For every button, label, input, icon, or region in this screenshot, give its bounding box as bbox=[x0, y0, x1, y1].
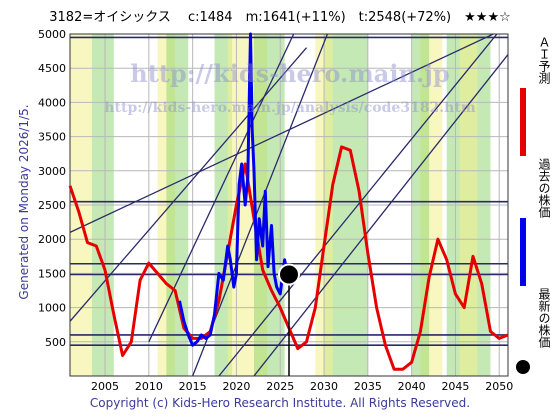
x-tick-label: 2030 bbox=[310, 380, 338, 393]
legend-latest-price-dot-icon bbox=[516, 360, 530, 374]
trend-line bbox=[70, 47, 308, 322]
legend-latest-price-label: 最新の株価 bbox=[537, 288, 551, 348]
x-tick-label: 2015 bbox=[179, 380, 207, 393]
y-tick-label: 2500 bbox=[38, 199, 66, 212]
x-tick-label: 2020 bbox=[222, 380, 250, 393]
x-tick-label: 2010 bbox=[135, 380, 163, 393]
x-tick-label: 2050 bbox=[485, 380, 513, 393]
y-tick-label: 5000 bbox=[38, 28, 66, 41]
y-tick-label: 4000 bbox=[38, 96, 66, 109]
legend-past-price-label: 過去の株価 bbox=[537, 158, 551, 218]
watermark-analysis-url: http://kids-hero.main.jp/analysis/code31… bbox=[104, 100, 475, 116]
x-tick-label: 2005 bbox=[91, 380, 119, 393]
watermark-url: http://kids-hero.main.jp bbox=[130, 59, 449, 88]
legend-ai-forecast-label: ＡＩ予測 bbox=[537, 36, 551, 84]
trend-line bbox=[218, 34, 498, 376]
y-tick-label: 1500 bbox=[38, 267, 66, 280]
copyright-footer: Copyright (c) Kids-Hero Research Institu… bbox=[89, 396, 471, 410]
past-price-line bbox=[178, 32, 290, 347]
trend-line bbox=[148, 34, 295, 343]
trend-line bbox=[253, 54, 508, 376]
legend-ai-forecast-swatch bbox=[520, 88, 526, 156]
trend-line bbox=[192, 34, 329, 376]
x-tick-label: 2035 bbox=[354, 380, 382, 393]
y-tick-label: 500 bbox=[45, 336, 66, 349]
y-tick-label: 4500 bbox=[38, 62, 66, 75]
y-tick-label: 2000 bbox=[38, 233, 66, 246]
x-tick-label: 2040 bbox=[398, 380, 426, 393]
y-tick-label: 3500 bbox=[38, 131, 66, 144]
y-tick-label: 1000 bbox=[38, 302, 66, 315]
x-tick-label: 2045 bbox=[441, 380, 469, 393]
latest-price-marker bbox=[278, 263, 300, 286]
trend-line bbox=[70, 34, 495, 233]
legend: ＡＩ予測 過去の株価 最新の株価 bbox=[514, 30, 554, 380]
y-tick-label: 3000 bbox=[38, 165, 66, 178]
legend-past-price-swatch bbox=[520, 218, 526, 286]
x-tick-label: 2025 bbox=[266, 380, 294, 393]
chart-title: 3182=オイシックス c:1484 m:1641(+11%) t:2548(+… bbox=[49, 10, 511, 25]
trend-lines bbox=[70, 34, 508, 376]
